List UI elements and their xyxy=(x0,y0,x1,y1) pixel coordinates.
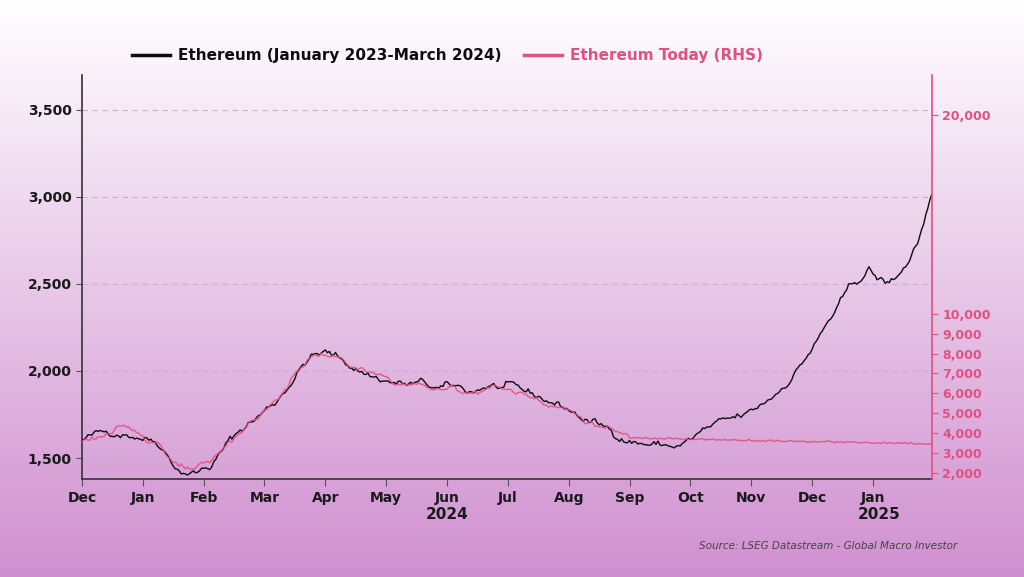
Legend: Ethereum (January 2023-March 2024), Ethereum Today (RHS): Ethereum (January 2023-March 2024), Ethe… xyxy=(126,42,769,69)
Text: 2025: 2025 xyxy=(858,507,900,522)
Text: 2024: 2024 xyxy=(426,507,468,522)
Text: Source: LSEG Datastream - Global Macro Investor: Source: LSEG Datastream - Global Macro I… xyxy=(699,541,957,551)
